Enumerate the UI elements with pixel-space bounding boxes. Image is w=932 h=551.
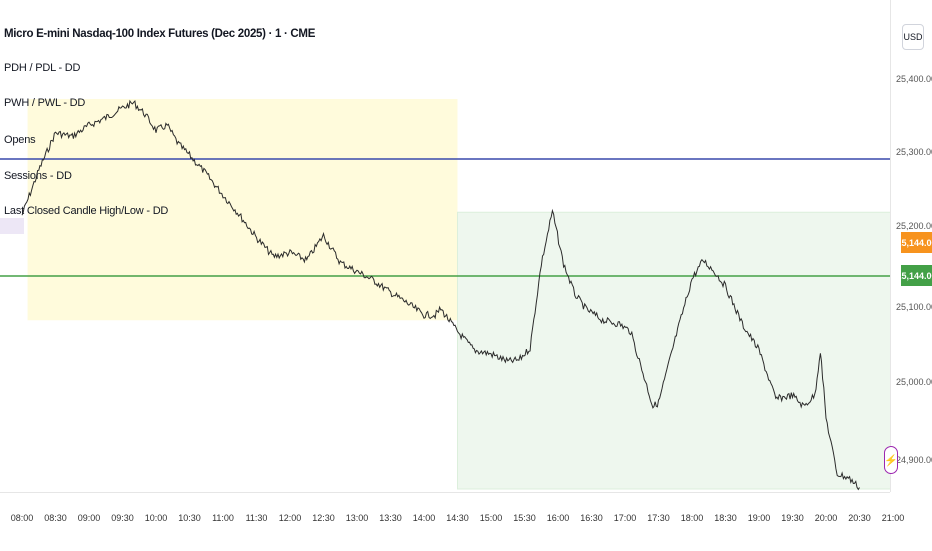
time-tick-label: 17:30: [647, 513, 670, 523]
time-axis[interactable]: [0, 492, 890, 551]
price-label: 25,300.00: [896, 147, 932, 157]
indicator-legend-opens[interactable]: Opens: [4, 134, 36, 146]
time-tick-label: 10:30: [178, 513, 201, 523]
time-tick-label: 09:30: [111, 513, 134, 523]
time-tick-label: 19:30: [781, 513, 804, 523]
indicator-legend-last-candle[interactable]: Last Closed Candle High/Low - DD: [4, 205, 169, 217]
time-tick-label: 14:00: [412, 513, 436, 523]
last-price-tag: 25,144.00: [896, 232, 932, 253]
time-tick-label: 21:00: [881, 513, 905, 523]
time-tick-label: 14:30: [446, 513, 469, 523]
time-tick-label: 11:00: [212, 513, 234, 523]
time-tick-label: 12:30: [312, 513, 335, 523]
price-label: 25,400.00: [896, 74, 932, 84]
currency-button[interactable]: USD: [902, 24, 924, 50]
time-tick-label: 20:00: [814, 513, 838, 523]
time-tick-label: 18:30: [714, 513, 737, 523]
session-box: [457, 211, 890, 490]
symbol-title[interactable]: Micro E-mini Nasdaq-100 Index Futures (D…: [4, 28, 316, 40]
time-tick-label: 11:30: [245, 513, 268, 523]
time-tick-label: 08:30: [44, 513, 67, 523]
price-chart[interactable]: [0, 0, 890, 492]
time-tick-label: 15:00: [479, 513, 503, 523]
price-label: 25,000.00: [896, 377, 932, 387]
indicator-legend-pdh-pdl[interactable]: PDH / PDL - DD: [4, 62, 81, 74]
time-tick-label: 09:00: [77, 513, 101, 523]
time-tick-label: 10:00: [144, 513, 168, 523]
chart-area[interactable]: [0, 0, 890, 492]
time-tick-label: 17:00: [613, 513, 637, 523]
time-tick-label: 12:00: [278, 513, 302, 523]
lightning-icon[interactable]: ⚡: [884, 446, 898, 474]
price-label: 25,100.00: [896, 302, 932, 312]
indicator-legend-sessions[interactable]: Sessions - DD: [4, 170, 72, 182]
session-box: [27, 99, 458, 321]
time-tick-label: 13:30: [379, 513, 402, 523]
time-tick-label: 15:30: [513, 513, 536, 523]
price-label: 25,200.00: [896, 221, 932, 231]
time-tick-label: 19:00: [747, 513, 771, 523]
time-tick-label: 13:00: [345, 513, 369, 523]
price-label: 24,900.00: [896, 455, 932, 465]
time-tick-label: 08:00: [10, 513, 34, 523]
price-series-line: [21, 99, 860, 491]
drawing-marker: [0, 218, 24, 234]
time-tick-label: 16:00: [546, 513, 570, 523]
time-tick-label: 16:30: [580, 513, 603, 523]
time-tick-label: 20:30: [848, 513, 871, 523]
time-tick-label: 18:00: [680, 513, 704, 523]
indicator-legend-pwh-pwl[interactable]: PWH / PWL - DD: [4, 97, 86, 109]
level-price-tag: 25,144.00: [896, 265, 932, 286]
